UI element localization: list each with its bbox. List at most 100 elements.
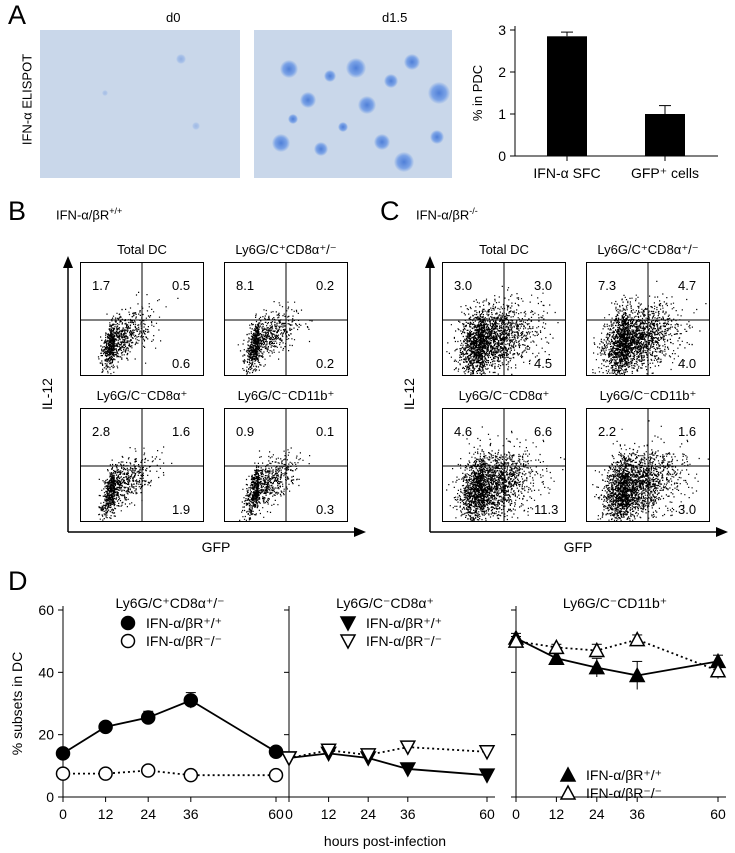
well-label-d1-5: d1.5	[382, 10, 408, 25]
series-line	[63, 769, 276, 777]
series-line	[288, 752, 488, 777]
flow-dot-plot	[586, 408, 710, 522]
flow-dot-plot	[224, 408, 348, 522]
legend-entry-label: IFN-α/βR⁻/⁻	[146, 633, 222, 649]
elispot-spot	[428, 82, 450, 104]
quadrant-upper-right-value: 0.2	[316, 278, 335, 293]
line-x-tick-label: 12	[98, 806, 114, 822]
data-point	[478, 768, 496, 784]
quadrant-upper-right-value: 3.0	[534, 278, 553, 293]
flow-plot-title: Total DC	[479, 242, 529, 257]
data-point	[359, 748, 377, 764]
quadrant-lower-right-value: 1.9	[172, 502, 191, 517]
elispot-spot	[280, 60, 298, 78]
line-x-tick-label: 60	[268, 806, 284, 822]
line-x-tick-label: 0	[512, 806, 520, 822]
elispot-spot	[374, 134, 390, 150]
bar-y-tick-label: 3	[498, 22, 506, 38]
line-y-tick-label: 20	[38, 727, 54, 743]
data-point	[548, 649, 565, 666]
elispot-axis-label: IFN-α ELISPOT	[19, 53, 35, 146]
line-x-tick-label: 60	[479, 806, 495, 822]
bar-y-axis-label: % in PDC	[470, 65, 485, 121]
quadrant-upper-right-value: 0.1	[316, 424, 335, 439]
flow-dot-cloud	[98, 446, 173, 521]
panel-b-genotype-title: IFN-α/βR+/+	[56, 206, 123, 223]
flow-dot-plot	[80, 262, 204, 376]
quadrant-upper-right-value: 6.6	[534, 424, 553, 439]
elispot-spot	[338, 122, 348, 132]
flow-dot-cloud	[97, 291, 179, 375]
data-point	[140, 763, 156, 778]
elispot-spot	[300, 92, 316, 108]
gfp-axis-label: GFP	[564, 539, 593, 555]
data-point	[320, 743, 337, 759]
panel-d-label: D	[8, 566, 28, 596]
data-point	[628, 666, 646, 683]
flow-dot-plot	[224, 262, 348, 376]
data-point	[98, 766, 113, 781]
line-x-tick-label: 12	[549, 806, 565, 822]
elispot-spot	[404, 54, 420, 70]
flow-dot-plot	[442, 408, 566, 522]
line-x-tick-label: 24	[589, 806, 605, 822]
flow-dot-plot	[442, 262, 566, 376]
flow-dot-cloud	[446, 285, 559, 376]
flow-dot-plot	[586, 262, 710, 376]
flow-dot-cloud	[592, 420, 709, 522]
line-x-tick-label: 24	[140, 806, 156, 822]
quadrant-upper-right-value: 4.7	[678, 278, 697, 293]
elispot-spot	[314, 142, 328, 156]
flow-dot-cloud	[237, 301, 313, 375]
quadrant-upper-left-value: 4.6	[454, 424, 473, 439]
elispot-well-d0	[40, 30, 240, 178]
data-point	[399, 762, 417, 778]
legend-entry-label: IFN-α/βR⁻/⁻	[586, 785, 662, 801]
x-axis-arrowhead	[354, 527, 366, 537]
flow-plot-title: Ly6G/C⁻CD11b⁺	[237, 388, 335, 403]
line-y-tick-label: 60	[38, 602, 54, 618]
data-point	[588, 641, 606, 658]
data-point	[120, 633, 136, 649]
elispot-spot	[102, 90, 108, 96]
data-point	[183, 767, 199, 783]
legend-entry-label: IFN-α/βR⁺/⁺	[586, 767, 662, 783]
quadrant-lower-right-value: 4.0	[678, 356, 697, 371]
elispot-spot	[324, 70, 336, 82]
data-point	[478, 745, 496, 761]
quadrant-lower-right-value: 11.3	[534, 502, 559, 517]
line-x-tick-label: 0	[285, 806, 293, 822]
line-x-tick-label: 36	[629, 806, 645, 822]
elispot-spot	[288, 114, 298, 124]
legend-entry-label: IFN-α/βR⁻/⁻	[366, 633, 442, 649]
bar-y-tick-label: 0	[498, 148, 506, 164]
data-point	[140, 710, 156, 725]
data-point	[548, 638, 565, 655]
elispot-spot	[358, 96, 376, 114]
quadrant-lower-right-value: 0.6	[172, 356, 191, 371]
bar-category-label: IFN-α SFC	[533, 165, 600, 181]
legend-entry-label: IFN-α/βR⁺/⁺	[366, 615, 442, 631]
data-point	[268, 744, 284, 760]
bar-y-tick-label: 1	[498, 106, 506, 122]
data-point	[339, 616, 357, 632]
line-x-tick-label: 36	[183, 806, 199, 822]
bar-category-label: GFP⁺ cells	[631, 165, 699, 181]
elispot-spot	[176, 54, 186, 64]
quadrant-lower-right-value: 4.5	[534, 356, 553, 371]
quadrant-upper-right-value: 1.6	[678, 424, 697, 439]
pdc-bar-chart: 0 1 2 3 % in PDC IFN-α SFC GFP⁺ cells	[470, 22, 718, 181]
quadrant-upper-left-value: 2.8	[92, 424, 111, 439]
elispot-spot	[394, 152, 414, 172]
line-y-axis-label: % subsets in DC	[9, 652, 25, 755]
flow-plot-title: Ly6G/C⁺CD8α⁺/⁻	[235, 242, 337, 257]
flow-dot-plot	[80, 408, 204, 522]
flow-dot-cloud	[592, 280, 707, 376]
series-line	[515, 637, 719, 677]
il12-axis-label: IL-12	[39, 378, 55, 410]
flow-plot-title: Ly6G/C⁻CD11b⁺	[599, 388, 697, 403]
quadrant-upper-left-value: 8.1	[236, 278, 255, 293]
y-axis-arrowhead	[425, 256, 435, 268]
quadrant-upper-right-value: 0.5	[172, 278, 191, 293]
data-point	[55, 766, 71, 781]
